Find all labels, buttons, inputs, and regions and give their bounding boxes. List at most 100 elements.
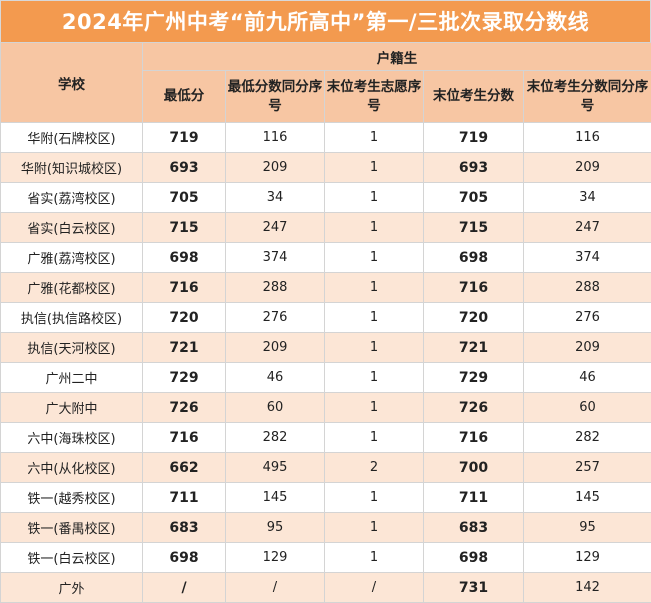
cell-last-score-seq: 34 bbox=[524, 183, 651, 213]
cell-school: 六中(从化校区) bbox=[1, 453, 143, 483]
cell-school: 广雅(荔湾校区) bbox=[1, 243, 143, 273]
cell-last-pref: 1 bbox=[325, 423, 424, 453]
cell-school: 广州二中 bbox=[1, 363, 143, 393]
cell-min-score: 720 bbox=[143, 303, 226, 333]
cell-min-score: 683 bbox=[143, 513, 226, 543]
cell-min-score-seq: 60 bbox=[226, 393, 325, 423]
cell-last-score-seq: 209 bbox=[524, 333, 651, 363]
cell-last-score-seq: 129 bbox=[524, 543, 651, 573]
cell-school: 执信(天河校区) bbox=[1, 333, 143, 363]
cell-last-pref: 1 bbox=[325, 303, 424, 333]
cell-last-score: 719 bbox=[424, 123, 524, 153]
cell-last-score-seq: 116 bbox=[524, 123, 651, 153]
cell-last-score: 731 bbox=[424, 573, 524, 603]
cell-last-score: 711 bbox=[424, 483, 524, 513]
cell-last-score-seq: 282 bbox=[524, 423, 651, 453]
cell-last-pref: 1 bbox=[325, 213, 424, 243]
cell-min-score-seq: 495 bbox=[226, 453, 325, 483]
cell-last-pref: 2 bbox=[325, 453, 424, 483]
cell-last-pref: 1 bbox=[325, 543, 424, 573]
admission-score-table: 学校 户籍生 最低分 最低分数同分序号 末位考生志愿序号 末位考生分数 末位考生… bbox=[0, 42, 651, 603]
cell-min-score: 698 bbox=[143, 543, 226, 573]
cell-last-pref: 1 bbox=[325, 513, 424, 543]
cell-min-score: 711 bbox=[143, 483, 226, 513]
cell-min-score-seq: / bbox=[226, 573, 325, 603]
cell-last-score-seq: 60 bbox=[524, 393, 651, 423]
cell-min-score: 726 bbox=[143, 393, 226, 423]
page-title: 2024年广州中考“前九所高中”第一/三批次录取分数线 bbox=[0, 0, 651, 42]
cell-last-score-seq: 46 bbox=[524, 363, 651, 393]
cell-min-score: 719 bbox=[143, 123, 226, 153]
cell-min-score: 698 bbox=[143, 243, 226, 273]
cell-school: 广雅(花都校区) bbox=[1, 273, 143, 303]
cell-min-score: 721 bbox=[143, 333, 226, 363]
cell-min-score: 716 bbox=[143, 423, 226, 453]
cell-last-score: 716 bbox=[424, 423, 524, 453]
cell-last-pref: 1 bbox=[325, 333, 424, 363]
cell-last-score-seq: 247 bbox=[524, 213, 651, 243]
cell-min-score: 716 bbox=[143, 273, 226, 303]
cell-last-pref: 1 bbox=[325, 243, 424, 273]
cell-last-score: 705 bbox=[424, 183, 524, 213]
cell-last-pref: 1 bbox=[325, 393, 424, 423]
cell-school: 六中(海珠校区) bbox=[1, 423, 143, 453]
cell-min-score-seq: 247 bbox=[226, 213, 325, 243]
cell-min-score-seq: 288 bbox=[226, 273, 325, 303]
cell-last-score: 683 bbox=[424, 513, 524, 543]
cell-last-pref: / bbox=[325, 573, 424, 603]
cell-last-pref: 1 bbox=[325, 483, 424, 513]
cell-min-score-seq: 209 bbox=[226, 153, 325, 183]
cell-school: 铁一(番禺校区) bbox=[1, 513, 143, 543]
header-last-pref: 末位考生志愿序号 bbox=[325, 71, 424, 123]
cell-last-score-seq: 257 bbox=[524, 453, 651, 483]
cell-last-score-seq: 288 bbox=[524, 273, 651, 303]
cell-last-score: 715 bbox=[424, 213, 524, 243]
cell-last-pref: 1 bbox=[325, 183, 424, 213]
cell-min-score-seq: 374 bbox=[226, 243, 325, 273]
header-school: 学校 bbox=[1, 43, 143, 123]
cell-last-score-seq: 374 bbox=[524, 243, 651, 273]
cell-school: 广大附中 bbox=[1, 393, 143, 423]
cell-last-pref: 1 bbox=[325, 153, 424, 183]
header-household-group: 户籍生 bbox=[143, 43, 651, 71]
cell-last-score: 700 bbox=[424, 453, 524, 483]
cell-min-score: 705 bbox=[143, 183, 226, 213]
header-min-score-seq: 最低分数同分序号 bbox=[226, 71, 325, 123]
cell-min-score: 729 bbox=[143, 363, 226, 393]
cell-last-score: 716 bbox=[424, 273, 524, 303]
cell-min-score: 715 bbox=[143, 213, 226, 243]
cell-school: 铁一(越秀校区) bbox=[1, 483, 143, 513]
cell-last-score: 729 bbox=[424, 363, 524, 393]
cell-school: 执信(执信路校区) bbox=[1, 303, 143, 333]
cell-min-score-seq: 34 bbox=[226, 183, 325, 213]
cell-min-score: 693 bbox=[143, 153, 226, 183]
cell-last-score-seq: 145 bbox=[524, 483, 651, 513]
header-min-score: 最低分 bbox=[143, 71, 226, 123]
cell-school: 华附(石牌校区) bbox=[1, 123, 143, 153]
cell-last-score-seq: 209 bbox=[524, 153, 651, 183]
cell-school: 省实(荔湾校区) bbox=[1, 183, 143, 213]
cell-last-score-seq: 95 bbox=[524, 513, 651, 543]
cell-min-score: 662 bbox=[143, 453, 226, 483]
cell-last-score: 698 bbox=[424, 243, 524, 273]
cell-min-score-seq: 116 bbox=[226, 123, 325, 153]
cell-last-pref: 1 bbox=[325, 273, 424, 303]
cell-min-score-seq: 276 bbox=[226, 303, 325, 333]
header-last-score: 末位考生分数 bbox=[424, 71, 524, 123]
cell-min-score-seq: 129 bbox=[226, 543, 325, 573]
cell-school: 铁一(白云校区) bbox=[1, 543, 143, 573]
cell-min-score-seq: 95 bbox=[226, 513, 325, 543]
cell-last-score: 726 bbox=[424, 393, 524, 423]
